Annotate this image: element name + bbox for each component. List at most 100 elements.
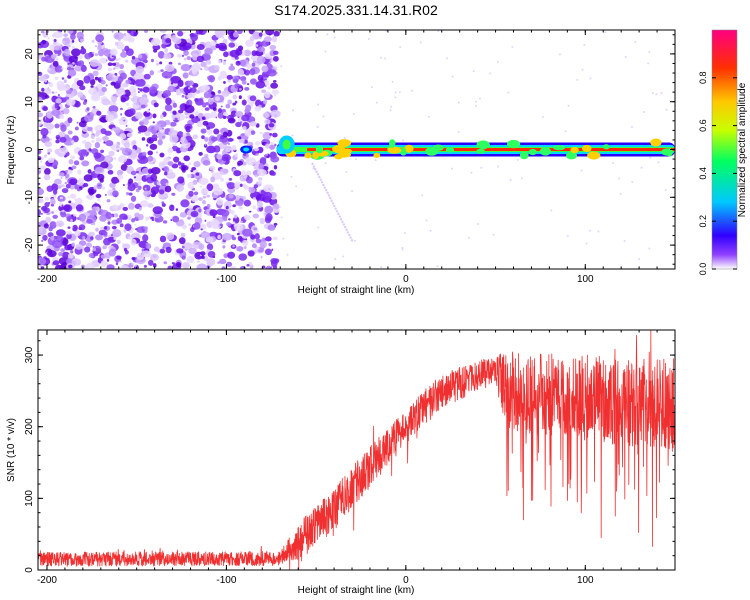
spectrogram-noise-point	[272, 132, 278, 138]
spectrogram-noise-point	[236, 246, 244, 252]
spectrogram-noise-point	[84, 52, 92, 60]
spectrogram-noise-point	[74, 197, 83, 206]
spectrogram-sparse-point	[580, 169, 583, 172]
spectrogram-noise-point	[110, 144, 121, 151]
spectrogram-noise-point	[135, 112, 143, 120]
spectrogram-sparse-point	[334, 258, 337, 261]
spectrogram-streak-point	[316, 173, 320, 176]
spectrogram-noise-point	[93, 252, 99, 257]
spectrogram-noise-point	[161, 201, 165, 205]
spectrogram-noise-point	[226, 115, 230, 120]
spectrogram-noise-point	[270, 82, 279, 89]
spectrogram-noise-point	[92, 51, 95, 54]
spectrogram-noise-point	[237, 45, 244, 51]
spectrogram-noise-point	[249, 95, 257, 102]
spectrogram-noise-point	[121, 48, 125, 53]
spectrogram-noise-point	[131, 256, 136, 260]
spectrogram-noise-point	[245, 104, 252, 112]
spectrogram-noise-point	[119, 170, 124, 175]
spectrogram-noise-point	[82, 182, 89, 188]
spectrogram-streak-point	[339, 218, 343, 221]
spectrogram-noise-point	[195, 172, 200, 176]
spectrogram-noise-point	[207, 140, 213, 146]
spectrogram-noise-point	[187, 205, 193, 210]
spectrogram-noise-point	[190, 64, 201, 72]
spectrogram-sparse-point	[399, 46, 402, 49]
spectrogram-noise-point	[186, 173, 192, 178]
spectrogram-noise-point	[94, 142, 101, 149]
spectrogram-noise-point	[60, 248, 66, 253]
spectrogram-noise-point	[77, 91, 84, 98]
spectrogram-noise-point	[50, 235, 55, 241]
spectrogram-noise-point	[266, 265, 271, 269]
spectrogram-noise-point	[105, 84, 108, 87]
spectrogram-noise-point	[61, 67, 64, 70]
spectrogram-noise-point	[46, 213, 48, 216]
spectrogram-noise-point	[123, 119, 126, 122]
spectrogram-ytick-label: -20	[24, 237, 35, 252]
spectrogram-noise-point	[229, 147, 234, 151]
spectrogram-noise-point	[125, 191, 130, 196]
spectrogram-noise-point	[182, 168, 186, 173]
spectrogram-noise-point	[222, 245, 226, 249]
spectrogram-noise-point	[111, 225, 117, 230]
spectrogram-noise-point	[186, 56, 191, 61]
spectrogram-noise-point	[150, 186, 160, 195]
spectrogram-sparse-point	[389, 109, 392, 112]
spectrogram-noise-point	[40, 160, 43, 163]
spectrogram-noise-point	[100, 226, 104, 231]
spectrogram-sparse-point	[351, 190, 354, 193]
spectrogram-noise-point	[193, 222, 201, 230]
spectrogram-noise-point	[94, 53, 99, 57]
spectrogram-sparse-point	[322, 115, 325, 118]
spectrogram-sparse-point	[342, 255, 345, 258]
spectrogram-noise-point	[252, 205, 257, 210]
spectrogram-noise-point	[111, 234, 113, 237]
spectrogram-signal-blob	[650, 138, 662, 147]
spectrogram-noise-point	[87, 169, 92, 174]
spectrogram-noise-point	[177, 109, 184, 114]
spectrogram-noise-point	[87, 112, 91, 116]
spectrogram-noise-point	[125, 48, 134, 57]
spectrogram-noise-point	[71, 165, 77, 170]
spectrogram-noise-point	[73, 213, 77, 217]
spectrogram-sparse-point	[278, 205, 281, 208]
spectrogram-noise-point	[128, 108, 136, 116]
spectrogram-signal-blob	[445, 147, 455, 153]
spectrogram-noise-point	[40, 266, 45, 269]
spectrogram-noise-point	[117, 174, 124, 180]
spectrogram-noise-point	[110, 81, 116, 86]
spectrogram-noise-point	[122, 183, 125, 186]
spectrogram-noise-point	[137, 87, 140, 90]
spectrogram-sparse-point	[370, 86, 373, 89]
spectrogram-noise-point	[76, 188, 81, 192]
spectrogram-noise-point	[228, 193, 234, 199]
spectrogram-noise-point	[219, 70, 228, 79]
spectrogram-noise-point	[140, 200, 149, 208]
spectrogram-noise-point	[68, 166, 72, 170]
spectrogram-noise-point	[183, 57, 187, 61]
spectrogram-noise-point	[157, 51, 165, 59]
snr-ytick-label: 0	[24, 567, 35, 573]
spectrogram-noise-point	[58, 172, 65, 177]
spectrogram-noise-point	[52, 260, 60, 266]
spectrogram-noise-point	[210, 44, 217, 51]
spectrogram-signal-blob	[539, 147, 552, 156]
spectrogram-noise-point	[44, 78, 48, 83]
spectrogram-signal-blob	[400, 149, 407, 156]
spectrogram-noise-point	[186, 255, 195, 264]
spectrogram-noise-point	[264, 157, 267, 160]
spectrogram-signal-blob	[389, 139, 396, 148]
spectrogram-noise-point	[238, 253, 248, 261]
spectrogram-streak-point	[315, 170, 318, 173]
spectrogram-noise-point	[41, 39, 47, 45]
spectrogram-noise-point	[67, 196, 70, 199]
spectrogram-noise-point	[159, 152, 165, 158]
spectrogram-noise-point	[38, 165, 44, 171]
spectrogram-noise-point	[206, 203, 211, 209]
spectrogram-sparse-point	[480, 166, 483, 169]
spectrogram-noise-point	[77, 149, 87, 157]
spectrogram-noise-point	[245, 157, 250, 162]
spectrogram-noise-point	[157, 139, 163, 146]
spectrogram-noise-point	[251, 243, 257, 249]
